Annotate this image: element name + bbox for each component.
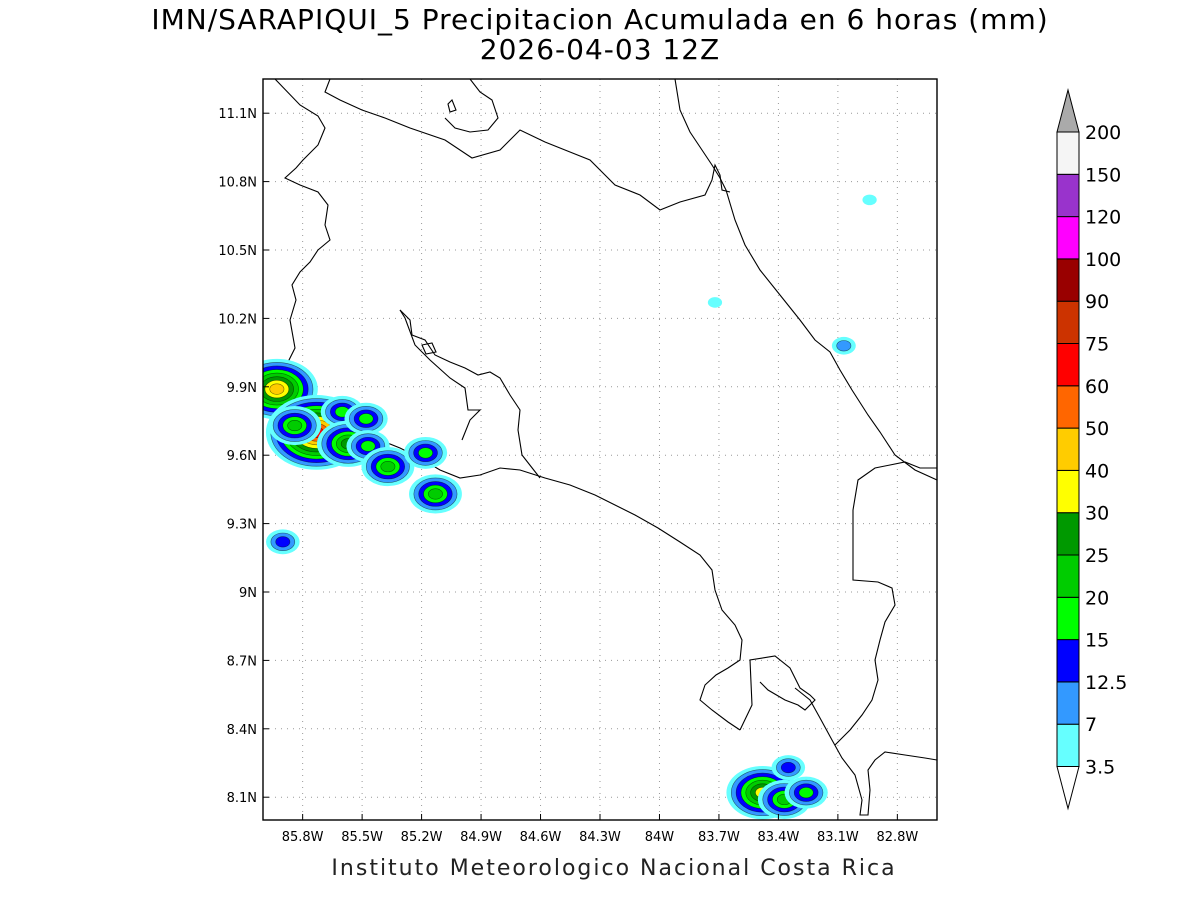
graticule xyxy=(263,79,937,820)
precip-cell xyxy=(287,419,303,432)
colorbar-swatch xyxy=(1056,596,1080,641)
nicaragua-coast-border xyxy=(263,79,331,387)
colorbar-label: 12.5 xyxy=(1085,672,1127,694)
precip-cell xyxy=(269,383,285,395)
colorbar-label: 150 xyxy=(1085,164,1121,186)
precip-cell xyxy=(428,488,443,500)
y-tick-label: 11.1N xyxy=(218,107,257,122)
colorbar-swatch xyxy=(1056,300,1080,345)
precip-cell xyxy=(360,440,376,452)
x-tick-label: 84.3W xyxy=(579,830,621,845)
osa-peninsula xyxy=(739,655,816,731)
caribbean-coast xyxy=(674,79,937,481)
y-axis-ticks: 11.1N 10.8N 10.5N 10.2N 9.9N 9.6N 9.3N 9N 8.7N 8.… xyxy=(218,107,269,806)
y-tick-label: 8.1N xyxy=(227,791,257,806)
x-tick-label: 85.5W xyxy=(341,830,383,845)
colorbar-label: 7 xyxy=(1085,714,1097,736)
x-tick-label: 84W xyxy=(645,830,675,845)
precip-cell xyxy=(380,461,396,473)
x-tick-label: 84.6W xyxy=(520,830,562,845)
x-tick-label: 85.2W xyxy=(401,830,443,845)
precip-cell xyxy=(358,413,374,425)
colorbar-over-arrow xyxy=(1056,88,1080,133)
lake-nicaragua-shore xyxy=(444,79,499,133)
y-tick-label: 10.2N xyxy=(218,312,257,327)
x-tick-label: 83.4W xyxy=(758,830,800,845)
colorbar-label: 3.5 xyxy=(1085,757,1115,779)
y-tick-label: 9.6N xyxy=(227,449,257,464)
colorbar-swatch xyxy=(1056,343,1080,387)
y-tick-label: 9.3N xyxy=(227,518,257,533)
x-axis-ticks: 85.8W 85.5W 85.2W 84.9W 84.6W 84.3W 84W 83.7W 83… xyxy=(282,814,918,845)
colorbar-swatch xyxy=(1056,427,1080,471)
x-tick-label: 85.8W xyxy=(282,830,324,845)
x-tick-label: 84.9W xyxy=(460,830,502,845)
y-tick-label: 10.8N xyxy=(218,176,257,191)
y-tick-label: 9N xyxy=(239,586,257,601)
colorbar-swatch xyxy=(1056,512,1080,556)
precipitation-field xyxy=(263,194,877,820)
colorbar-label: 90 xyxy=(1085,291,1109,313)
colorbar-label: 120 xyxy=(1085,207,1121,229)
precip-cell xyxy=(836,340,852,352)
y-tick-label: 8.4N xyxy=(227,723,257,738)
colorbar-label: 200 xyxy=(1085,122,1121,144)
colorbar-swatch xyxy=(1056,723,1080,768)
ometepe-island xyxy=(447,99,457,113)
colorbar-label: 50 xyxy=(1085,418,1109,440)
colorbar-under-arrow xyxy=(1056,766,1080,811)
precip-cell xyxy=(780,761,796,774)
colorbar-swatch xyxy=(1056,216,1080,260)
precip-cell xyxy=(275,536,291,548)
footer-credit: Instituto Meteorologico Nacional Costa R… xyxy=(331,856,897,881)
colorbar-swatch xyxy=(1056,681,1080,725)
precip-cell xyxy=(418,447,433,459)
colorbar-swatch xyxy=(1056,258,1080,302)
colorbar-label: 15 xyxy=(1085,630,1109,652)
y-tick-label: 8.7N xyxy=(227,654,257,669)
colorbar-swatch xyxy=(1056,131,1080,175)
gulf-nicoya-west xyxy=(399,309,482,441)
chira-island xyxy=(421,342,437,355)
x-tick-label: 83.1W xyxy=(817,830,859,845)
map-valid-time: 2026-04-03 12Z xyxy=(479,33,721,66)
precip-cell xyxy=(862,194,877,206)
colorbar-label: 20 xyxy=(1085,587,1109,609)
colorbar-label: 30 xyxy=(1085,503,1109,525)
colorbar-legend: 3.5 7 12.5 15 20 25 30 40 50 60 75 90 100 120 150 200 xyxy=(1056,88,1127,811)
colorbar-swatch xyxy=(1056,173,1080,218)
precip-cell xyxy=(798,787,814,799)
colorbar-label: 75 xyxy=(1085,334,1109,356)
colorbar-swatch xyxy=(1056,554,1080,598)
colorbar-swatch xyxy=(1056,639,1080,683)
colorbar-label: 40 xyxy=(1085,460,1109,482)
y-tick-label: 9.9N xyxy=(227,381,257,396)
colorbar-label: 100 xyxy=(1085,249,1121,271)
colorbar-swatch xyxy=(1056,385,1080,429)
golfo-dulce xyxy=(794,687,937,816)
colorbar-label: 25 xyxy=(1085,545,1109,567)
nicaragua-border xyxy=(324,79,731,211)
colorbar-label: 60 xyxy=(1085,376,1109,398)
x-tick-label: 83.7W xyxy=(698,830,740,845)
x-tick-label: 82.8W xyxy=(876,830,918,845)
map-title: IMN/SARAPIQUI_5 Precipitacion Acumulada … xyxy=(151,3,1049,36)
y-tick-label: 10.5N xyxy=(218,244,257,259)
colorbar-swatch xyxy=(1056,469,1080,514)
precip-cell xyxy=(707,297,723,308)
gulf-of-nicoya xyxy=(399,309,541,479)
panama-border xyxy=(834,461,937,746)
